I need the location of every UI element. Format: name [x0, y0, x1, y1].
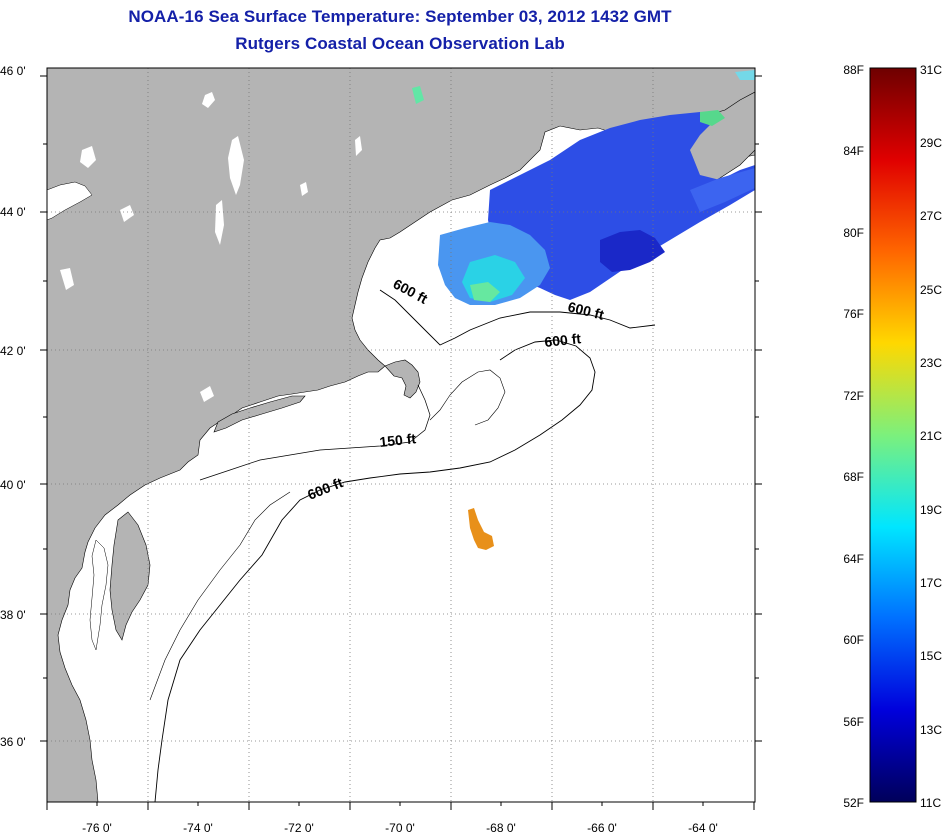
colorbar-f-label: 72F	[843, 389, 864, 403]
colorbar-c-label: 25C	[920, 283, 942, 297]
sst-patch-blue-east	[690, 168, 755, 212]
lon-label: -66 0'	[587, 821, 617, 835]
lat-label: 46 0'	[0, 64, 26, 78]
colorbar-c-labels: 31C 29C 27C 25C 23C 21C 19C 17C 15C 13C …	[920, 63, 942, 810]
lake	[80, 146, 96, 168]
figure-title: NOAA-16 Sea Surface Temperature: Septemb…	[128, 7, 672, 26]
lon-label: -76 0'	[82, 821, 112, 835]
axis-ticks	[40, 75, 762, 810]
sst-patch-teal-ne	[735, 70, 755, 80]
colorbar	[869, 67, 917, 803]
lon-label: -68 0'	[486, 821, 516, 835]
land-delmarva	[109, 511, 151, 641]
colorbar-f-label: 68F	[843, 470, 864, 484]
lake	[200, 386, 214, 402]
colorbar-f-label: 80F	[843, 226, 864, 240]
lon-label: -64 0'	[688, 821, 718, 835]
colorbar-c-label: 19C	[920, 503, 942, 517]
colorbar-f-label: 56F	[843, 715, 864, 729]
lat-label: 44 0'	[0, 205, 26, 219]
colorbar-f-label: 88F	[843, 63, 864, 77]
lake	[215, 200, 224, 245]
lake	[300, 182, 308, 196]
sst-patch-dark-blue	[600, 230, 665, 272]
lake	[60, 268, 74, 290]
colorbar-c-label: 21C	[920, 429, 942, 443]
longitude-labels: -76 0' -74 0' -72 0' -70 0' -68 0' -66 0…	[82, 821, 718, 835]
contour-line-gom	[379, 289, 656, 346]
colorbar-f-label: 84F	[843, 144, 864, 158]
lon-label: -74 0'	[183, 821, 213, 835]
land-long-island	[213, 395, 306, 433]
sst-patch-warm-eddy	[468, 508, 494, 550]
sst-patch-green-ne	[700, 110, 725, 126]
colorbar-f-label: 76F	[843, 307, 864, 321]
colorbar-c-label: 29C	[920, 136, 942, 150]
contour-line-shelf-break	[154, 339, 596, 802]
contour-line-inner	[199, 384, 431, 481]
colorbar-f-label: 60F	[843, 633, 864, 647]
lake	[228, 136, 244, 195]
land-mainland	[47, 68, 755, 802]
lat-label: 36 0'	[0, 735, 26, 749]
lon-label: -70 0'	[385, 821, 415, 835]
colorbar-f-label: 52F	[843, 796, 864, 810]
colorbar-c-label: 23C	[920, 356, 942, 370]
contour-label-150ft: 150 ft	[379, 430, 417, 450]
chesapeake-bay	[89, 539, 109, 651]
map-content: 600 ft 600 ft 600 ft 150 ft 600 ft	[47, 68, 755, 802]
colorbar-f-label: 64F	[843, 552, 864, 566]
sst-patch-cold-scotian	[488, 112, 755, 300]
colorbar-c-label: 17C	[920, 576, 942, 590]
land-cape-cod	[384, 359, 421, 399]
lat-label: 40 0'	[0, 478, 26, 492]
colorbar-c-label: 11C	[920, 796, 941, 810]
contour-line-inner2	[429, 369, 506, 426]
colorbar-c-label: 13C	[920, 723, 942, 737]
lat-label: 38 0'	[0, 608, 26, 622]
latitude-labels: 46 0' 44 0' 42 0' 40 0' 38 0' 36 0'	[0, 64, 26, 749]
colorbar-f-labels: 88F 84F 80F 76F 72F 68F 64F 60F 56F 52F	[843, 63, 864, 810]
lake	[355, 136, 362, 156]
sst-patch-cyan-nw	[412, 86, 424, 104]
colorbar-c-label: 27C	[920, 209, 942, 223]
contour-label-600ft-georges: 600 ft	[544, 330, 582, 350]
sst-patch-green	[470, 282, 500, 302]
lat-label: 42 0'	[0, 344, 26, 358]
map-frame	[46, 67, 756, 803]
lake	[120, 205, 134, 222]
figure-subtitle: Rutgers Coastal Ocean Observation Lab	[235, 34, 565, 53]
lake-ontario	[47, 181, 93, 221]
lake	[202, 92, 215, 108]
contour-line-nearshore	[149, 491, 291, 701]
lon-label: -72 0'	[284, 821, 314, 835]
colorbar-c-label: 15C	[920, 649, 942, 663]
colorbar-c-label: 31C	[920, 63, 942, 77]
